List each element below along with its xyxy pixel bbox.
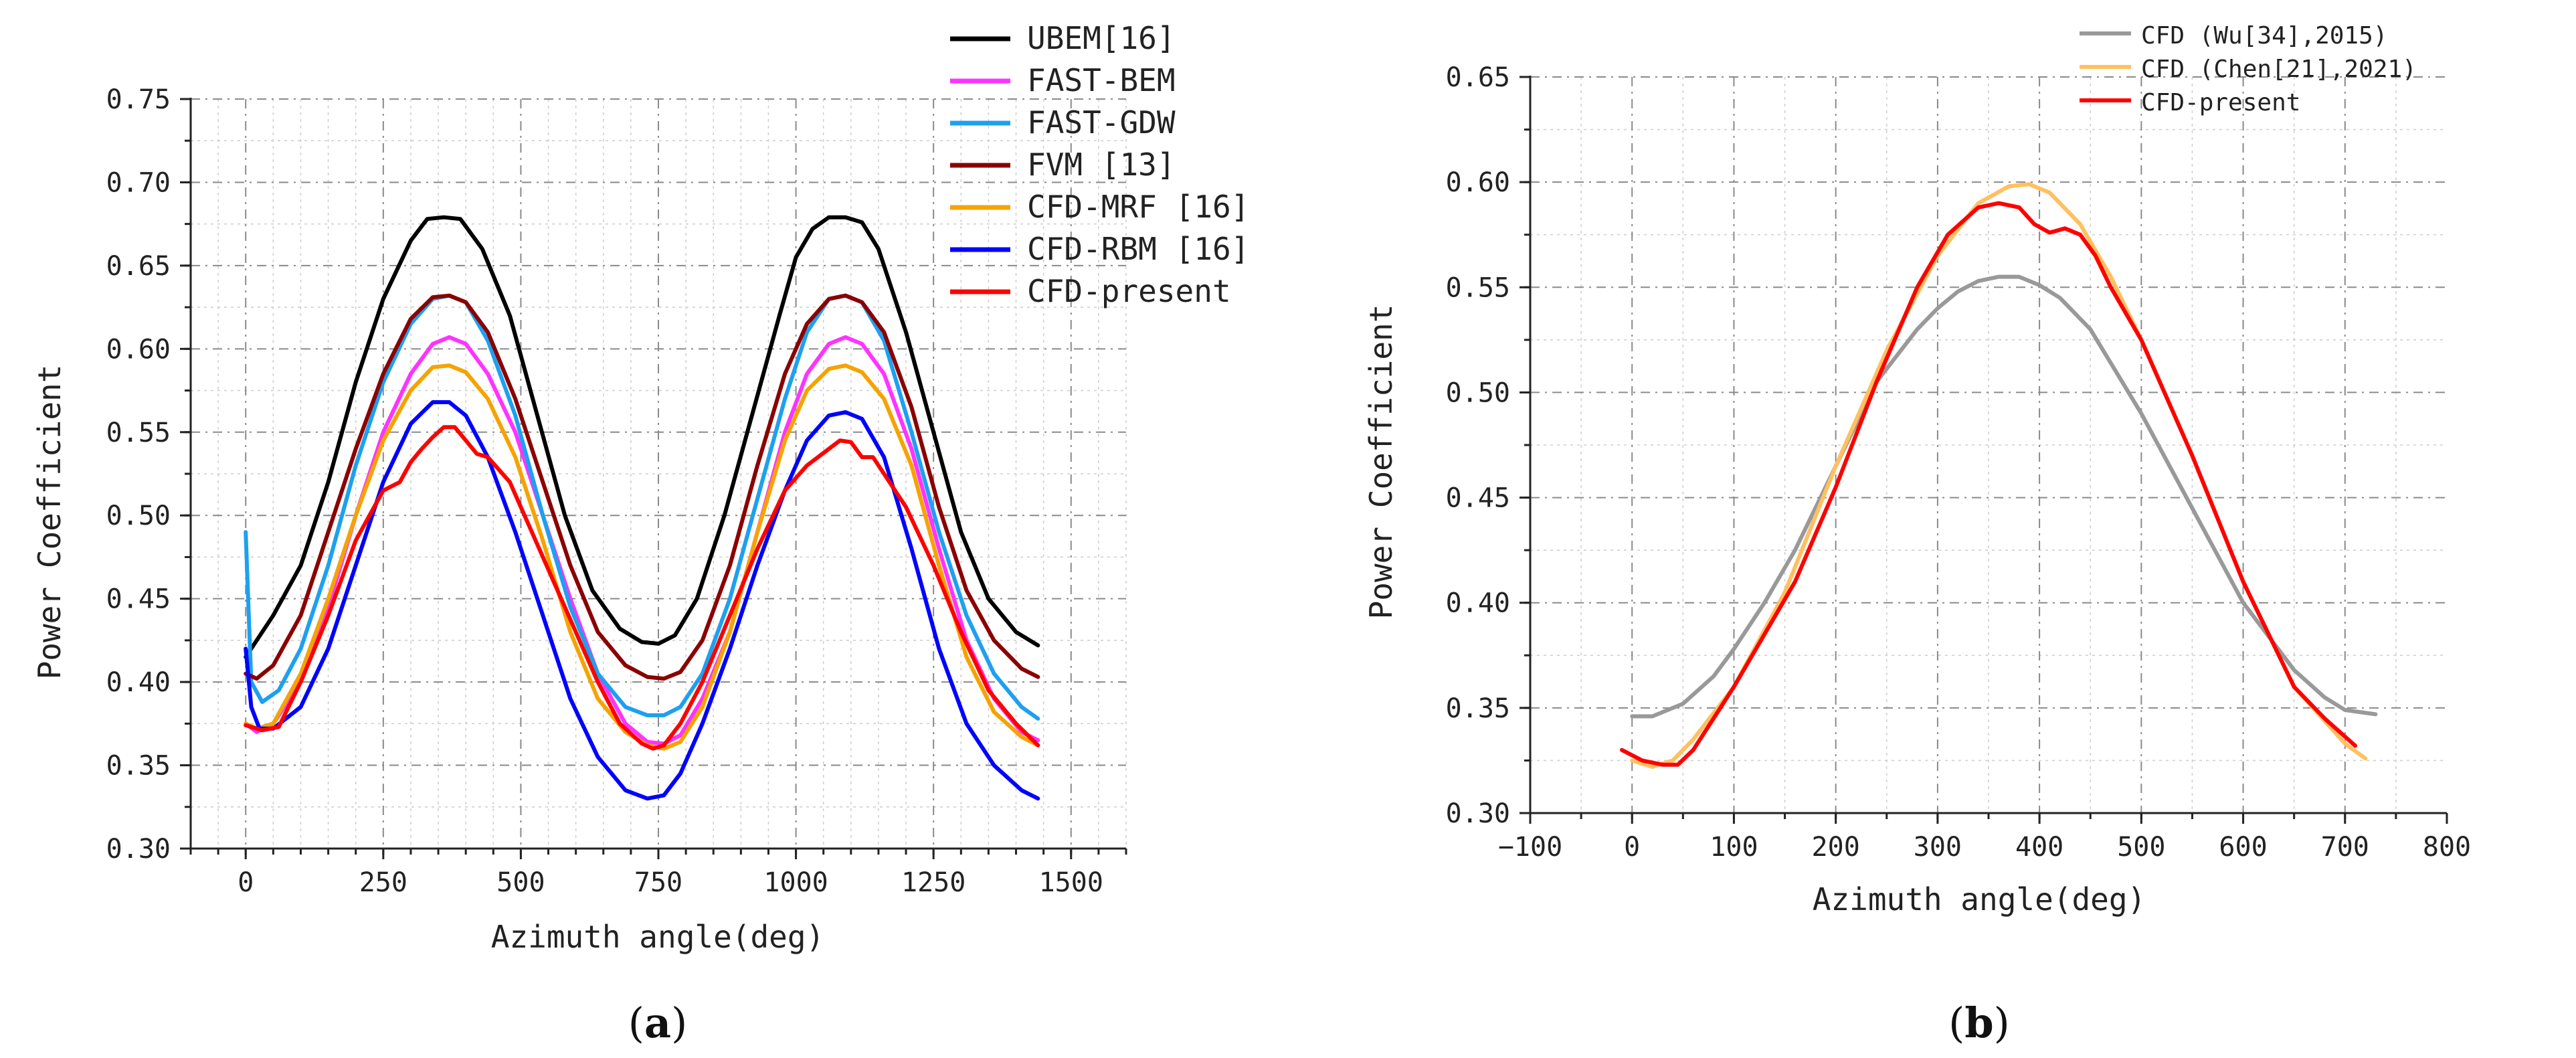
panel-a-y-axis-label: Power Coefficient <box>31 365 68 680</box>
panel-b-axes <box>1520 76 2448 824</box>
panel-b-y-tick-label: 0.40 <box>1446 588 1510 619</box>
panel-b-legend: CFD (Wu[34],2015) CFD (Chen[21],2021) CFD-… <box>2080 22 2417 116</box>
panel-b-x-tick-label: 700 <box>2321 832 2369 863</box>
panel-a-series-fast-gdw <box>244 293 1040 721</box>
panel-a-legend-label-cfd-present: CFD-present <box>1027 273 1231 309</box>
panel-a-x-tick-label: 1000 <box>763 867 828 898</box>
panel-b-x-tick-label: 0 <box>1624 832 1640 863</box>
panel-b-major-grid <box>1530 76 2447 813</box>
panel-b-x-tick-label: 100 <box>1710 832 1758 863</box>
panel-a-label-open-paren: ( <box>628 998 644 1047</box>
panel-b-series-cfd-wu-34-2015 <box>1630 274 2378 719</box>
panel-a-series-lines <box>244 215 1040 801</box>
panel-b-x-tick-label: 800 <box>2423 832 2471 863</box>
panel-a-legend: UBEM[16] FAST-BEM FAST-GDW FVM [13] CFD-MRF … <box>950 20 1249 309</box>
panel-a-y-tick-label: 0.60 <box>106 334 171 365</box>
panel-a-legend-label-ubem-16: UBEM[16] <box>1027 20 1176 56</box>
panel-b-series-lines <box>1620 182 2378 769</box>
panel-a-label: (a) <box>628 998 688 1047</box>
panel-a-y-tick-label: 0.75 <box>106 84 171 115</box>
panel-a-x-tick-label: 750 <box>634 867 682 898</box>
panel-b-legend-label-cfd-chen-21-2021: CFD (Chen[21],2021) <box>2141 56 2417 83</box>
panel-a-x-tick-label: 250 <box>359 867 407 898</box>
panel-b-x-tick-label: 200 <box>1812 832 1860 863</box>
panel-a-y-tick-label: 0.65 <box>106 251 171 282</box>
panel-b-y-tick-label: 0.35 <box>1446 693 1510 724</box>
panel-a-y-tick-label: 0.45 <box>106 584 171 615</box>
panel-a-x-tick-label: 1500 <box>1039 867 1103 898</box>
chart-panel-b: −100 0 100 200 300 400 500 600 700 800 0.30 0.35 0.4… <box>1363 22 2471 1047</box>
panel-a-y-tick-label: 0.35 <box>106 751 171 782</box>
panel-b-legend-label-cfd-present: CFD-present <box>2141 89 2300 116</box>
panel-a-axes <box>180 98 1127 859</box>
panel-a-label-close-paren: ) <box>671 998 687 1047</box>
panel-b-y-tick-label: 0.50 <box>1446 377 1510 408</box>
panel-b-label: (b) <box>1948 998 2010 1047</box>
panel-a-tick-labels: 0 250 500 750 1000 1250 1500 0.30 0.35 0.40 0.45 0.… <box>106 84 1103 898</box>
panel-b-x-tick-label: −100 <box>1498 832 1562 863</box>
panel-b-y-tick-label: 0.65 <box>1446 62 1510 93</box>
panel-a-x-tick-label: 1250 <box>901 867 965 898</box>
panel-b-tick-labels: −100 0 100 200 300 400 500 600 700 800 0.30 0.35 0.4… <box>1446 62 2471 863</box>
panel-a-x-axis-label: Azimuth angle(deg) <box>491 919 825 955</box>
panel-a-label-letter: a <box>644 998 671 1047</box>
panel-b-label-open-paren: ( <box>1948 998 1964 1047</box>
panel-b-x-tick-label: 500 <box>2117 832 2165 863</box>
panel-b-x-tick-label: 300 <box>1914 832 1962 863</box>
panel-a-legend-label-fast-bem: FAST-BEM <box>1027 62 1176 98</box>
panel-a-y-tick-label: 0.30 <box>106 834 171 865</box>
panel-a-y-tick-label: 0.70 <box>106 167 171 198</box>
panel-a-series-cfd-rbm-16 <box>244 400 1040 801</box>
panel-b-series-cfd-chen-21-2021 <box>1630 182 2368 769</box>
panel-b-y-tick-label: 0.30 <box>1446 798 1510 829</box>
panel-a-y-tick-label: 0.55 <box>106 418 171 448</box>
panel-b-series-cfd-present <box>1620 201 2357 767</box>
panel-b-y-tick-label: 0.55 <box>1446 272 1510 303</box>
panel-b-y-tick-label: 0.45 <box>1446 483 1510 514</box>
chart-panel-a: 0 250 500 750 1000 1250 1500 0.30 0.35 0.40 0.45 0.… <box>31 20 1249 1047</box>
panel-a-legend-label-cfd-rbm-16: CFD-RBM [16] <box>1027 231 1249 267</box>
panel-b-minor-grid <box>1530 77 2447 813</box>
panel-b-label-close-paren: ) <box>1994 998 2010 1047</box>
panel-b-legend-label-cfd-wu-34-2015: CFD (Wu[34],2015) <box>2141 22 2387 50</box>
panel-b-y-tick-label: 0.60 <box>1446 167 1510 198</box>
panel-b-y-axis-label: Power Coefficient <box>1363 304 1399 620</box>
panel-b-x-tick-label: 400 <box>2015 832 2063 863</box>
panel-b-x-axis-label: Azimuth angle(deg) <box>1813 881 2146 917</box>
panel-a-series-ubem-16 <box>244 215 1040 659</box>
panel-b-label-letter: b <box>1964 998 1993 1047</box>
panel-a-legend-label-fvm-13: FVM [13] <box>1027 147 1176 183</box>
panel-a-x-tick-label: 0 <box>238 867 254 898</box>
panel-b-x-tick-label: 600 <box>2219 832 2267 863</box>
panel-a-series-cfd-present <box>244 425 1040 751</box>
panel-a-y-tick-label: 0.40 <box>106 667 171 698</box>
panel-a-x-tick-label: 500 <box>496 867 545 898</box>
panel-a-y-tick-label: 0.50 <box>106 501 171 531</box>
panel-a-series-fvm-13 <box>244 293 1040 681</box>
panel-a-legend-label-cfd-mrf-16: CFD-MRF [16] <box>1027 189 1249 225</box>
panel-a-legend-label-fast-gdw: FAST-GDW <box>1027 104 1176 141</box>
